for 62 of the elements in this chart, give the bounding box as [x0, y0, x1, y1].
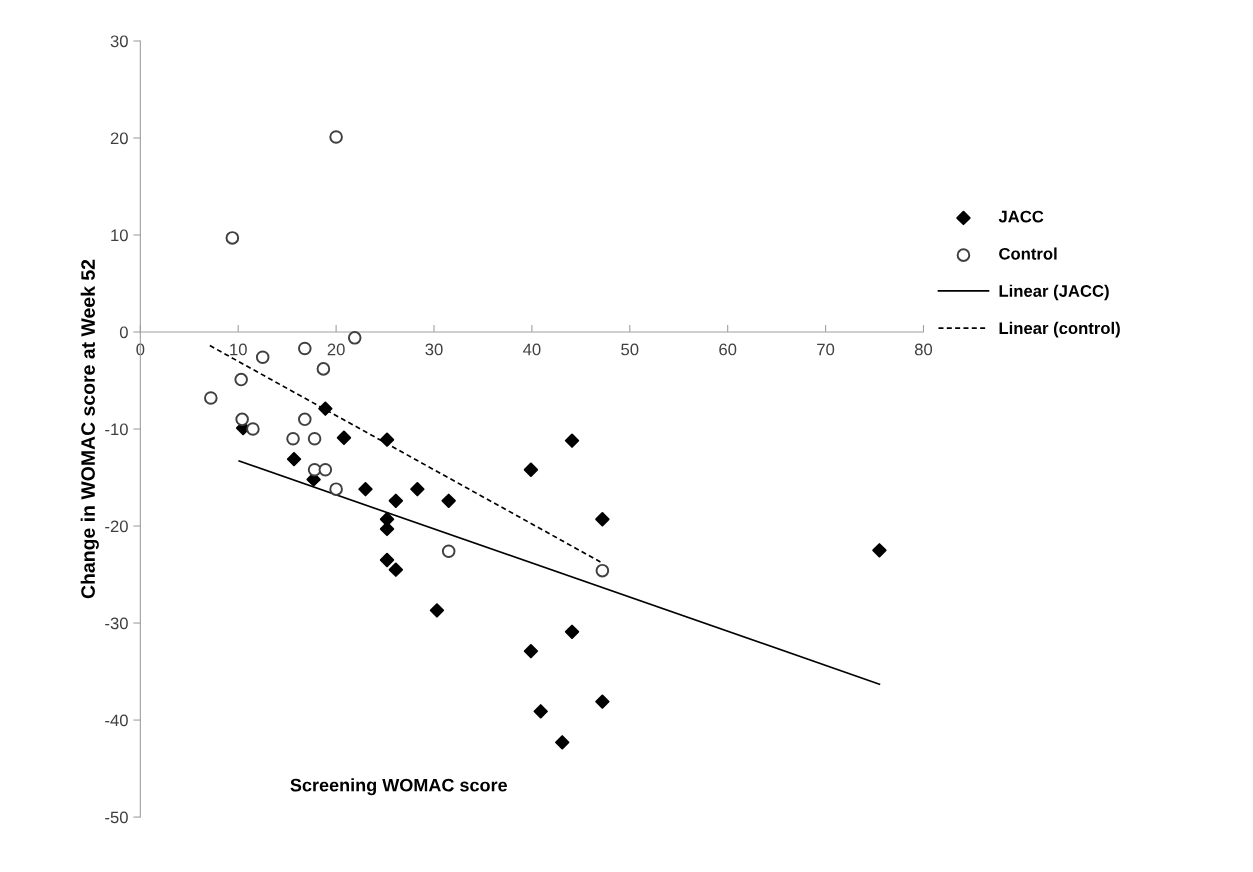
point [336, 430, 352, 445]
point [441, 544, 456, 559]
legend-label: Linear (JACC) [999, 284, 1109, 301]
point [872, 543, 887, 558]
point [388, 493, 404, 508]
point [595, 694, 610, 709]
point [255, 350, 270, 365]
y-axis-title: Change in WOMAC score at Week 52 [80, 259, 99, 599]
y-tick-label: 30 [110, 35, 128, 48]
y-tick-label: -40 [105, 714, 128, 727]
point [316, 362, 331, 376]
point [379, 432, 395, 447]
point [298, 412, 312, 427]
point [410, 481, 425, 497]
point [595, 563, 610, 578]
x-tick-label: 30 [425, 343, 443, 356]
point [347, 331, 362, 345]
point [429, 603, 445, 618]
point [595, 512, 610, 527]
point [204, 391, 218, 405]
point [388, 562, 404, 577]
legend-label: JACC [998, 210, 1044, 223]
y-tick-label: -50 [105, 811, 128, 824]
point [329, 130, 343, 144]
point [235, 412, 249, 427]
x-tick-label: 10 [230, 343, 247, 356]
point [286, 451, 302, 467]
point [318, 462, 333, 477]
x-tick-label: 60 [719, 343, 737, 356]
point [379, 552, 395, 568]
y-tick-label: -20 [105, 520, 128, 533]
point [564, 624, 580, 639]
point [246, 422, 260, 436]
point [441, 493, 456, 508]
legend-label: Control [999, 247, 1057, 260]
y-tick-label: -30 [105, 617, 128, 630]
x-tick-label: 40 [523, 343, 541, 356]
point [234, 372, 248, 387]
point [533, 704, 548, 719]
point [329, 482, 343, 496]
x-tick-label: 50 [621, 343, 639, 356]
x-tick-label: 20 [327, 343, 345, 356]
point [358, 481, 373, 497]
point [307, 462, 322, 477]
point [523, 644, 539, 659]
point [225, 231, 240, 245]
x-tick-label: 0 [136, 343, 145, 356]
point [318, 401, 333, 416]
legend-label: Linear (control) [999, 321, 1120, 338]
x-tick-label: 80 [914, 343, 933, 356]
y-tick-label: -10 [105, 423, 128, 436]
point [523, 462, 539, 477]
point [564, 433, 580, 448]
y-tick-label: 0 [119, 326, 128, 339]
point [298, 341, 312, 356]
point [555, 735, 570, 750]
y-tick-label: 20 [110, 132, 128, 145]
x-axis-title: Screening WOMAC score [290, 778, 508, 796]
point [307, 431, 322, 446]
x-tick-label: 70 [817, 343, 835, 356]
point [286, 431, 300, 446]
y-tick-label: 10 [111, 229, 128, 242]
